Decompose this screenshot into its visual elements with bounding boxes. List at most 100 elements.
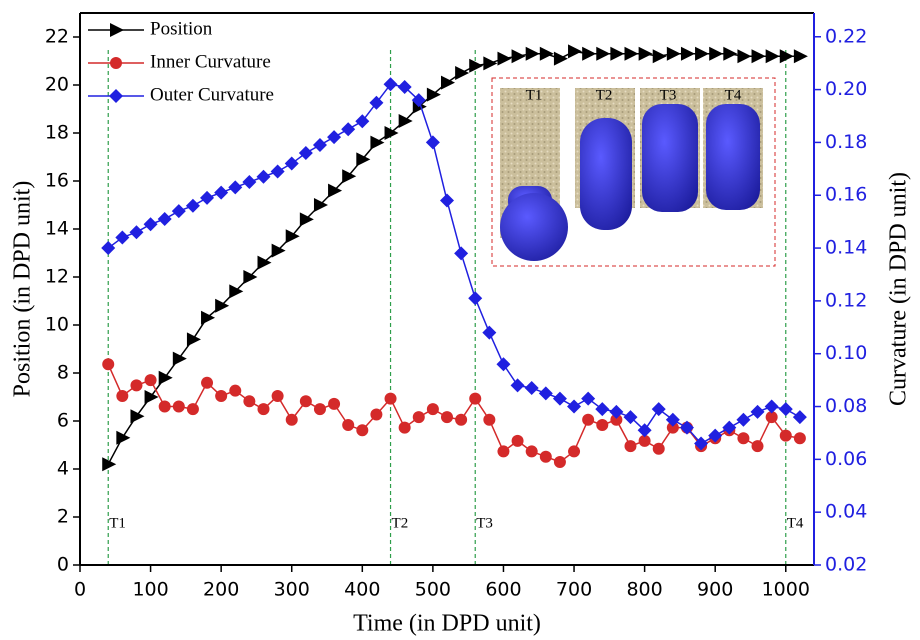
annotation-label: T4 [787, 515, 804, 531]
x-tick-label: 100 [132, 579, 168, 601]
marker [497, 51, 512, 66]
inset-label: T2 [596, 87, 613, 103]
y-tick-label: 0 [57, 554, 69, 576]
marker [101, 241, 116, 256]
marker [426, 87, 441, 102]
marker [143, 217, 158, 232]
y2-tick-label: 0.22 [825, 25, 867, 47]
marker [525, 46, 540, 61]
inset-label: T3 [660, 87, 677, 103]
y-tick-label: 6 [57, 410, 69, 432]
marker [779, 429, 792, 442]
y-axis-label: Position (in DPD unit) [10, 181, 36, 398]
marker [694, 436, 709, 451]
marker [567, 399, 582, 414]
marker [256, 169, 271, 184]
y2-tick-label: 0.12 [825, 289, 867, 311]
marker [412, 411, 425, 424]
y2-tick-label: 0.20 [825, 78, 867, 100]
marker [651, 402, 666, 417]
marker [750, 404, 765, 419]
marker [454, 246, 469, 261]
marker [257, 403, 270, 416]
marker [116, 430, 131, 445]
y-tick-label: 16 [45, 170, 69, 192]
x-tick-label: 600 [485, 579, 521, 601]
inset-label: T1 [526, 87, 543, 103]
x-tick-label: 400 [344, 579, 380, 601]
marker [370, 135, 385, 150]
y-tick-label: 14 [45, 218, 69, 240]
marker [695, 46, 710, 61]
inset-drop [500, 193, 568, 261]
marker [115, 230, 130, 245]
marker [596, 419, 609, 432]
marker [723, 46, 738, 61]
x-tick-label: 0 [74, 579, 86, 601]
marker [793, 432, 806, 445]
marker [384, 126, 399, 140]
y2-tick-label: 0.08 [825, 395, 867, 417]
marker [172, 351, 187, 366]
y2-axis-label: Curvature (in DPD unit) [886, 172, 912, 406]
marker [369, 95, 384, 110]
marker [356, 152, 371, 167]
marker [751, 440, 764, 453]
marker [792, 410, 807, 425]
marker [552, 391, 567, 406]
legend-label: Position [150, 18, 213, 39]
marker [582, 46, 597, 61]
marker [342, 169, 357, 184]
marker [652, 49, 667, 64]
marker [568, 445, 581, 458]
marker [215, 298, 230, 313]
marker [483, 56, 498, 71]
marker [242, 175, 257, 190]
annotation-label: T1 [109, 515, 126, 531]
marker [328, 183, 343, 198]
marker [666, 46, 681, 61]
annotation-label: T2 [392, 515, 409, 531]
inset-drop [580, 118, 632, 230]
y2-tick-label: 0.06 [825, 448, 867, 470]
marker [327, 130, 342, 145]
marker [144, 374, 157, 387]
marker [440, 193, 454, 208]
marker [595, 402, 610, 417]
marker [497, 445, 510, 458]
y-tick-label: 22 [45, 26, 69, 48]
x-tick-label: 900 [697, 579, 733, 601]
marker [568, 44, 583, 59]
marker [610, 413, 623, 426]
marker [624, 46, 639, 61]
marker [171, 204, 186, 219]
marker [384, 392, 397, 405]
marker [102, 358, 115, 371]
marker [328, 397, 341, 410]
marker [455, 413, 468, 426]
marker [342, 419, 355, 432]
x-tick-label: 300 [274, 579, 310, 601]
marker [229, 384, 242, 397]
marker [764, 399, 779, 414]
marker [582, 413, 595, 426]
marker [157, 212, 172, 227]
x-tick-label: 500 [415, 579, 451, 601]
marker [652, 442, 665, 455]
marker [736, 412, 751, 427]
inset-drop [642, 104, 698, 212]
marker [665, 412, 680, 427]
marker [538, 386, 553, 401]
marker [298, 145, 313, 160]
marker [356, 424, 369, 437]
inset: T1 T2 T3 T4 [491, 77, 776, 267]
marker [411, 93, 426, 108]
marker [201, 310, 216, 325]
marker [270, 164, 285, 179]
marker [441, 75, 455, 90]
marker [312, 138, 327, 153]
marker [257, 255, 272, 270]
y2-tick-label: 0.18 [825, 131, 867, 153]
marker [116, 389, 129, 402]
